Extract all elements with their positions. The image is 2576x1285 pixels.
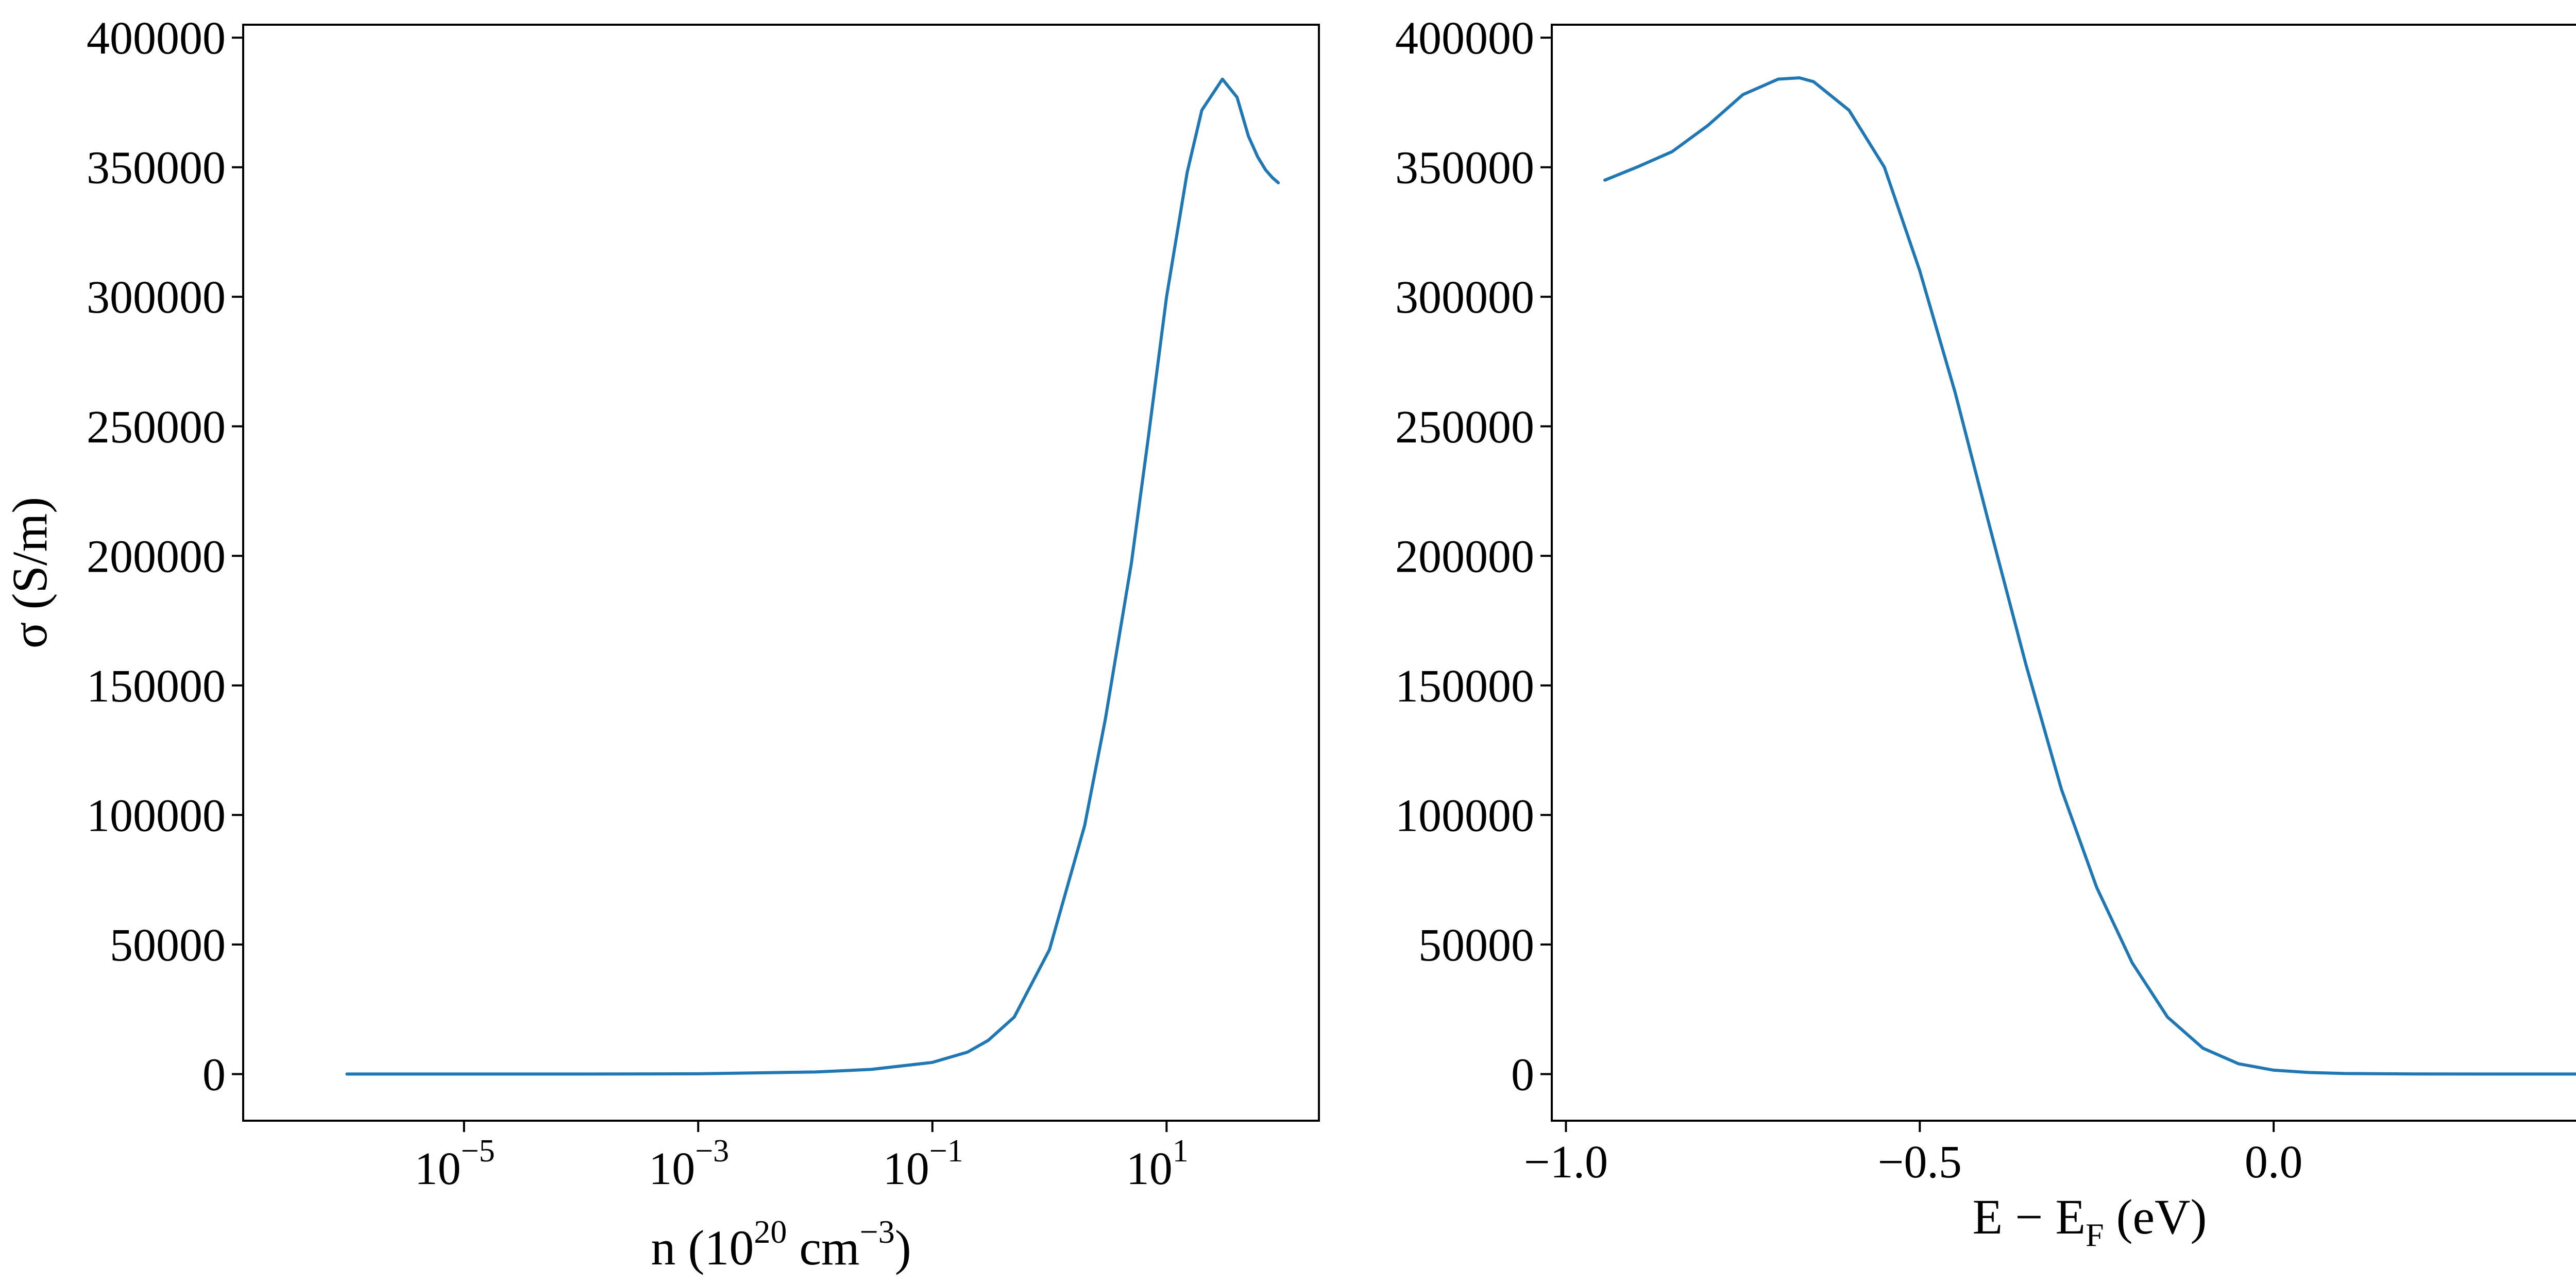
left-y-tick-label: 200000 xyxy=(87,531,226,582)
left-y-tick-label: 250000 xyxy=(87,402,226,453)
left-y-tick-label: 100000 xyxy=(87,790,226,841)
right-x-axis-title: E − EF (eV) xyxy=(1973,1189,2207,1253)
right-x-tick-label: −1.0 xyxy=(1524,1137,1608,1188)
right-plot-frame xyxy=(1551,24,2576,1122)
left-series-layer xyxy=(345,77,1280,1076)
left-x-tick-label: 10−3 xyxy=(649,1134,729,1194)
left-y-tick-label: 50000 xyxy=(110,920,226,971)
left-y-axis-title: σ (S/m) xyxy=(2,497,57,648)
left-y-ticks: 0 50000 100000 150000 200000 250000 300000 3500… xyxy=(87,13,243,1100)
left-y-tick-label: 400000 xyxy=(87,13,226,64)
left-x-tick-label: 10−1 xyxy=(883,1134,963,1194)
right-x-tick-label: 0.0 xyxy=(2245,1137,2303,1188)
left-y-tick-label: 350000 xyxy=(87,143,226,194)
left-plot-frame xyxy=(242,24,1320,1122)
right-y-tick-label: 250000 xyxy=(1395,402,1534,453)
left-x-tick-label: 10−5 xyxy=(415,1134,495,1194)
left-x-ticks: 10−5 10−3 10−1 101 xyxy=(415,1121,1189,1194)
left-y-tick-label: 150000 xyxy=(87,661,226,712)
left-y-tick-label: 300000 xyxy=(87,272,226,323)
left-panel: 0 50000 100000 150000 200000 250000 300000 3500… xyxy=(2,13,1320,1275)
right-x-ticks: −1.0−0.50.00.5 xyxy=(1524,1121,2303,1188)
right-y-tick-label: 400000 xyxy=(1395,13,1534,64)
right-y-tick-label: 0 xyxy=(1511,1049,1534,1100)
left-y-tick-label: 0 xyxy=(202,1049,226,1100)
left-series-line xyxy=(345,77,1280,1076)
left-x-tick-label: 101 xyxy=(1126,1134,1189,1194)
left-x-axis-title: n (1020 cm−3) xyxy=(651,1213,911,1275)
right-y-tick-label: 200000 xyxy=(1395,531,1534,582)
right-x-tick-label: −0.5 xyxy=(1878,1137,1962,1188)
right-y-tick-label: 150000 xyxy=(1395,661,1534,712)
right-series-layer xyxy=(1603,76,2576,1076)
right-y-tick-label: 100000 xyxy=(1395,790,1534,841)
right-y-tick-label: 300000 xyxy=(1395,272,1534,323)
right-series-line xyxy=(1603,76,2576,1076)
right-panel: 0 50000 100000 150000 200000 250000 300000 3500… xyxy=(1395,13,2576,1253)
right-y-tick-label: 50000 xyxy=(1418,920,1534,971)
right-y-ticks: 0 50000 100000 150000 200000 250000 300000 3500… xyxy=(1395,13,1552,1100)
right-y-tick-label: 350000 xyxy=(1395,143,1534,194)
